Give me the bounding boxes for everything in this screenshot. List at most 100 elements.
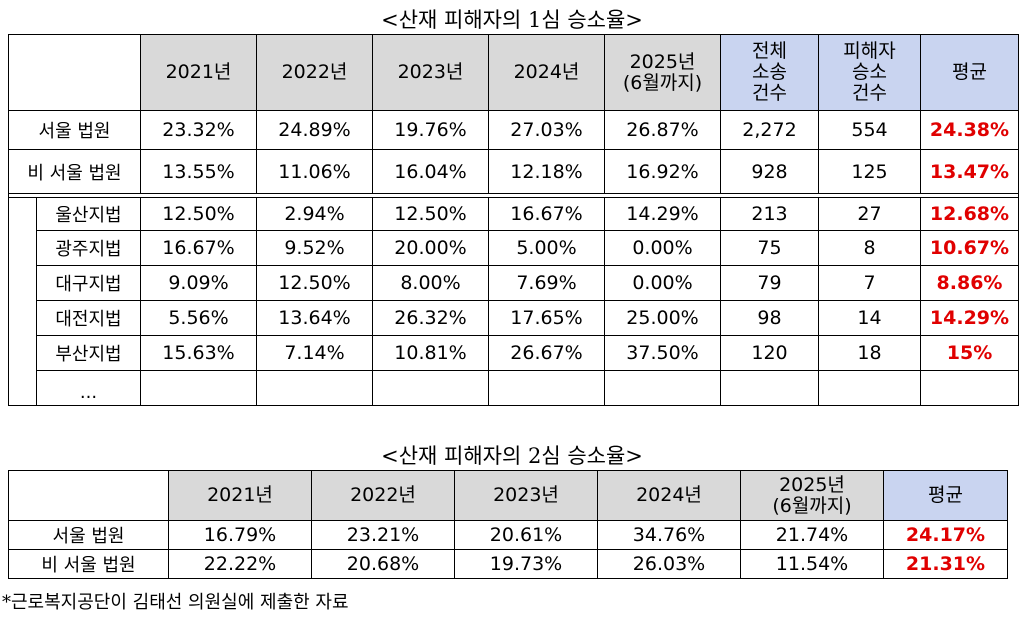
cell: 213	[720, 197, 819, 231]
cell: 16.67%	[140, 230, 257, 266]
t1-header-2025: 2025년 (6월까지)	[604, 34, 721, 111]
average-cell	[920, 370, 1019, 406]
t1-header-2022: 2022년	[256, 34, 373, 111]
table-row: 대전지법 5.56% 13.64% 26.32% 17.65% 25.00% 9…	[9, 300, 1019, 336]
cell: 26.87%	[604, 110, 721, 150]
cell: 26.67%	[488, 335, 605, 371]
cell: 27.03%	[488, 110, 605, 150]
cell: 23.32%	[140, 110, 257, 150]
cell: 15.63%	[140, 335, 257, 371]
row-label-ulsan: 울산지법	[36, 197, 141, 231]
table-row: 비 서울 법원 22.22% 20.68% 19.73% 26.03% 11.5…	[8, 549, 1008, 579]
cell	[140, 370, 257, 406]
table-row: 서울 법원 16.79% 23.21% 20.61% 34.76% 21.74%…	[8, 520, 1008, 550]
cell: 98	[720, 300, 819, 336]
table-row: 비 서울 법원 13.55% 11.06% 16.04% 12.18% 16.9…	[8, 149, 1019, 194]
t1-header-average: 평균	[920, 34, 1019, 111]
cell: 0.00%	[604, 230, 721, 266]
t2-header-2021: 2021년	[168, 470, 312, 521]
cell	[818, 370, 921, 406]
cell: 2.94%	[256, 197, 373, 231]
cell: 120	[720, 335, 819, 371]
cell: 5.56%	[140, 300, 257, 336]
cell: 17.65%	[488, 300, 605, 336]
cell: 928	[720, 149, 819, 194]
cell: 2,272	[720, 110, 819, 150]
cell: 10.81%	[372, 335, 489, 371]
cell: 16.79%	[168, 520, 312, 550]
cell: 12.50%	[372, 197, 489, 231]
average-cell: 13.47%	[920, 149, 1019, 194]
cell: 13.64%	[256, 300, 373, 336]
cell: 20.68%	[311, 549, 455, 579]
t2-header-2024: 2024년	[597, 470, 741, 521]
table-row: 서울 법원 23.32% 24.89% 19.76% 27.03% 26.87%…	[8, 110, 1019, 150]
table1-header-row: 2021년 2022년 2023년 2024년 2025년 (6월까지) 전체 …	[8, 34, 1019, 111]
t2-header-2023: 2023년	[454, 470, 598, 521]
table-row: 광주지법 16.67% 9.52% 20.00% 5.00% 0.00% 75 …	[9, 230, 1019, 266]
cell: 14	[818, 300, 921, 336]
cell: 75	[720, 230, 819, 266]
cell: 9.52%	[256, 230, 373, 266]
cell: 26.03%	[597, 549, 741, 579]
cell: 12.50%	[256, 265, 373, 301]
average-cell: 24.38%	[920, 110, 1019, 150]
t1-header-win-cases: 피해자 승소 건수	[818, 34, 921, 111]
source-note: *근로복지공단이 김태선 의원실에 제출한 자료	[2, 592, 349, 613]
table-row: 부산지법 15.63% 7.14% 10.81% 26.67% 37.50% 1…	[9, 335, 1019, 371]
cell: 21.74%	[740, 520, 884, 550]
t2-header-2022: 2022년	[311, 470, 455, 521]
row-label-daegu: 대구지법	[36, 265, 141, 301]
cell	[604, 370, 721, 406]
cell: 11.54%	[740, 549, 884, 579]
t1-header-2023: 2023년	[372, 34, 489, 111]
cell: 26.32%	[372, 300, 489, 336]
cell: 11.06%	[256, 149, 373, 194]
t1-header-2024: 2024년	[488, 34, 605, 111]
cell	[256, 370, 373, 406]
cell: 13.55%	[140, 149, 257, 194]
cell: 0.00%	[604, 265, 721, 301]
cell	[372, 370, 489, 406]
row-label-gwangju: 광주지법	[36, 230, 141, 266]
average-cell: 14.29%	[920, 300, 1019, 336]
cell: 18	[818, 335, 921, 371]
table-row: 대구지법 9.09% 12.50% 8.00% 7.69% 0.00% 79 7…	[9, 265, 1019, 301]
row-label-non-seoul: 비 서울 법원	[8, 549, 169, 579]
cell: 16.04%	[372, 149, 489, 194]
cell: 7.69%	[488, 265, 605, 301]
average-cell: 21.31%	[883, 549, 1008, 579]
table1-corner-cell	[8, 34, 141, 111]
first-instance-win-rate-table: 2021년 2022년 2023년 2024년 2025년 (6월까지) 전체 …	[8, 34, 1019, 406]
cell: 19.76%	[372, 110, 489, 150]
cell: 25.00%	[604, 300, 721, 336]
table2-header-row: 2021년 2022년 2023년 2024년 2025년 (6월까지) 평균	[8, 470, 1008, 521]
cell: 7	[818, 265, 921, 301]
average-cell: 10.67%	[920, 230, 1019, 266]
row-label-seoul: 서울 법원	[8, 110, 141, 150]
cell: 16.67%	[488, 197, 605, 231]
cell: 27	[818, 197, 921, 231]
cell: 8.00%	[372, 265, 489, 301]
cell: 125	[818, 149, 921, 194]
cell: 22.22%	[168, 549, 312, 579]
table2-corner-cell	[8, 470, 169, 521]
table2-title: <산재 피해자의 2심 승소율>	[381, 444, 643, 468]
cell: 12.50%	[140, 197, 257, 231]
average-cell: 24.17%	[883, 520, 1008, 550]
t2-header-2025: 2025년 (6월까지)	[740, 470, 884, 521]
cell	[488, 370, 605, 406]
cell: 9.09%	[140, 265, 257, 301]
second-instance-win-rate-table: 2021년 2022년 2023년 2024년 2025년 (6월까지) 평균 …	[8, 470, 1008, 579]
cell: 79	[720, 265, 819, 301]
cell: 23.21%	[311, 520, 455, 550]
cell: 14.29%	[604, 197, 721, 231]
cell: 7.14%	[256, 335, 373, 371]
row-label-ellipsis: ...	[36, 370, 141, 406]
indent-cell	[8, 197, 37, 406]
cell: 8	[818, 230, 921, 266]
table-row: 울산지법 12.50% 2.94% 12.50% 16.67% 14.29% 2…	[8, 197, 1019, 406]
cell: 5.00%	[488, 230, 605, 266]
cell: 20.00%	[372, 230, 489, 266]
table-row: ...	[9, 370, 1019, 406]
